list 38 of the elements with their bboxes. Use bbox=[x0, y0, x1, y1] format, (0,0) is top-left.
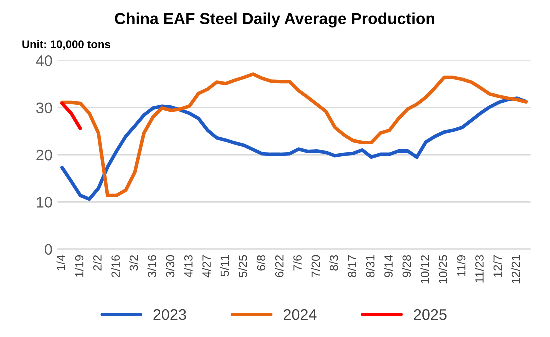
y-tick-label: 30 bbox=[36, 102, 52, 114]
y-tick-label: 20 bbox=[36, 150, 52, 161]
x-tick-label: 9/28 bbox=[402, 255, 412, 278]
x-tick-label: 3/16 bbox=[148, 255, 156, 278]
legend-label: 2023 bbox=[154, 309, 186, 320]
x-tick-label: 8/3 bbox=[330, 255, 338, 271]
x-tick-label: 4/27 bbox=[202, 256, 212, 278]
x-tick-label: 9/14 bbox=[384, 255, 393, 278]
legend-label: 2024 bbox=[284, 309, 317, 320]
line-series bbox=[60, 96, 528, 202]
x-tick-label: 11/23 bbox=[475, 255, 484, 283]
x-tick-label: 10/25 bbox=[438, 255, 448, 284]
x-tick-label: 7/20 bbox=[311, 255, 320, 278]
x-tick-label: 2/2 bbox=[93, 256, 102, 271]
x-tick-label: 1/4 bbox=[56, 255, 66, 270]
x-tick-label: 2/16 bbox=[111, 255, 120, 278]
x-tick-label: 5/11 bbox=[220, 256, 230, 277]
x-tick-label: 3/30 bbox=[166, 255, 175, 278]
x-tick-label: 5/25 bbox=[238, 255, 248, 278]
x-tick-label: 6/8 bbox=[256, 255, 266, 271]
x-tick-label: 8/31 bbox=[366, 256, 375, 278]
x-tick-label: 6/22 bbox=[275, 256, 284, 278]
x-tick-label: 12/7 bbox=[493, 256, 502, 278]
x-tick-label: 8/17 bbox=[348, 256, 357, 278]
x-tick-label: 7/6 bbox=[293, 255, 302, 271]
x-tick-label: 10/12 bbox=[420, 256, 430, 284]
x-tick-label: 1/19 bbox=[74, 255, 84, 278]
legend-label: 2025 bbox=[414, 309, 447, 320]
line-series bbox=[60, 72, 528, 198]
y-tick-label: 10 bbox=[37, 197, 52, 208]
text: Unit: 10,000 tons bbox=[22, 40, 110, 50]
x-tick-label: 12/21 bbox=[512, 256, 520, 284]
chart-title: China EAF Steel Daily Average Production bbox=[115, 12, 435, 28]
y-tick-label: 40 bbox=[36, 56, 52, 66]
x-tick-label: 4/13 bbox=[184, 255, 193, 278]
x-tick-label: 11/9 bbox=[457, 255, 466, 276]
x-tick-label: 3/2 bbox=[130, 256, 138, 271]
y-tick-label: 0 bbox=[44, 244, 52, 256]
